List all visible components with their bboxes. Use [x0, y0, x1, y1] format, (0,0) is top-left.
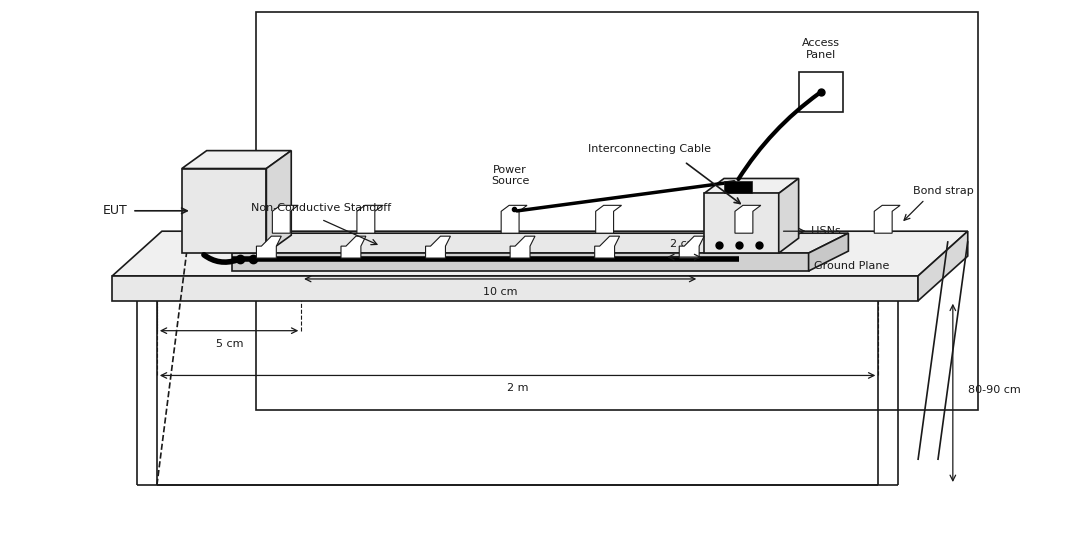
- FancyBboxPatch shape: [798, 72, 843, 112]
- Polygon shape: [918, 231, 968, 301]
- Polygon shape: [181, 150, 291, 169]
- Polygon shape: [779, 179, 798, 253]
- Text: Power
Source: Power Source: [491, 165, 529, 187]
- Polygon shape: [341, 236, 366, 258]
- Polygon shape: [256, 236, 282, 258]
- Polygon shape: [112, 231, 968, 276]
- Polygon shape: [510, 236, 535, 258]
- FancyArrowPatch shape: [204, 255, 237, 262]
- Text: LISNs: LISNs: [811, 226, 841, 236]
- Polygon shape: [356, 206, 383, 233]
- Polygon shape: [809, 233, 848, 271]
- Text: Ground Plane: Ground Plane: [813, 261, 889, 271]
- Polygon shape: [704, 179, 798, 193]
- Polygon shape: [112, 276, 918, 301]
- Polygon shape: [256, 12, 977, 410]
- Polygon shape: [426, 236, 450, 258]
- Polygon shape: [704, 193, 779, 253]
- Polygon shape: [735, 206, 761, 233]
- Polygon shape: [272, 206, 298, 233]
- Text: 2 m: 2 m: [507, 384, 529, 393]
- FancyBboxPatch shape: [724, 181, 752, 193]
- Polygon shape: [594, 236, 620, 258]
- Text: 2 cm: 2 cm: [670, 239, 698, 249]
- Text: Access
Panel: Access Panel: [802, 38, 840, 60]
- Text: Bond strap: Bond strap: [912, 187, 973, 196]
- Text: 5 cm: 5 cm: [216, 339, 243, 348]
- Polygon shape: [680, 236, 704, 258]
- Polygon shape: [267, 150, 291, 253]
- Text: 80-90 cm: 80-90 cm: [968, 385, 1020, 395]
- Text: Interconnecting Cable: Interconnecting Cable: [588, 143, 711, 154]
- Polygon shape: [874, 206, 901, 233]
- Text: 10 cm: 10 cm: [483, 287, 517, 297]
- Polygon shape: [181, 169, 267, 253]
- Text: Non-Conductive Standoff: Non-Conductive Standoff: [251, 203, 392, 213]
- Polygon shape: [595, 206, 622, 233]
- Polygon shape: [501, 206, 527, 233]
- Polygon shape: [232, 233, 848, 253]
- Polygon shape: [232, 253, 809, 271]
- Text: EUT: EUT: [102, 204, 127, 217]
